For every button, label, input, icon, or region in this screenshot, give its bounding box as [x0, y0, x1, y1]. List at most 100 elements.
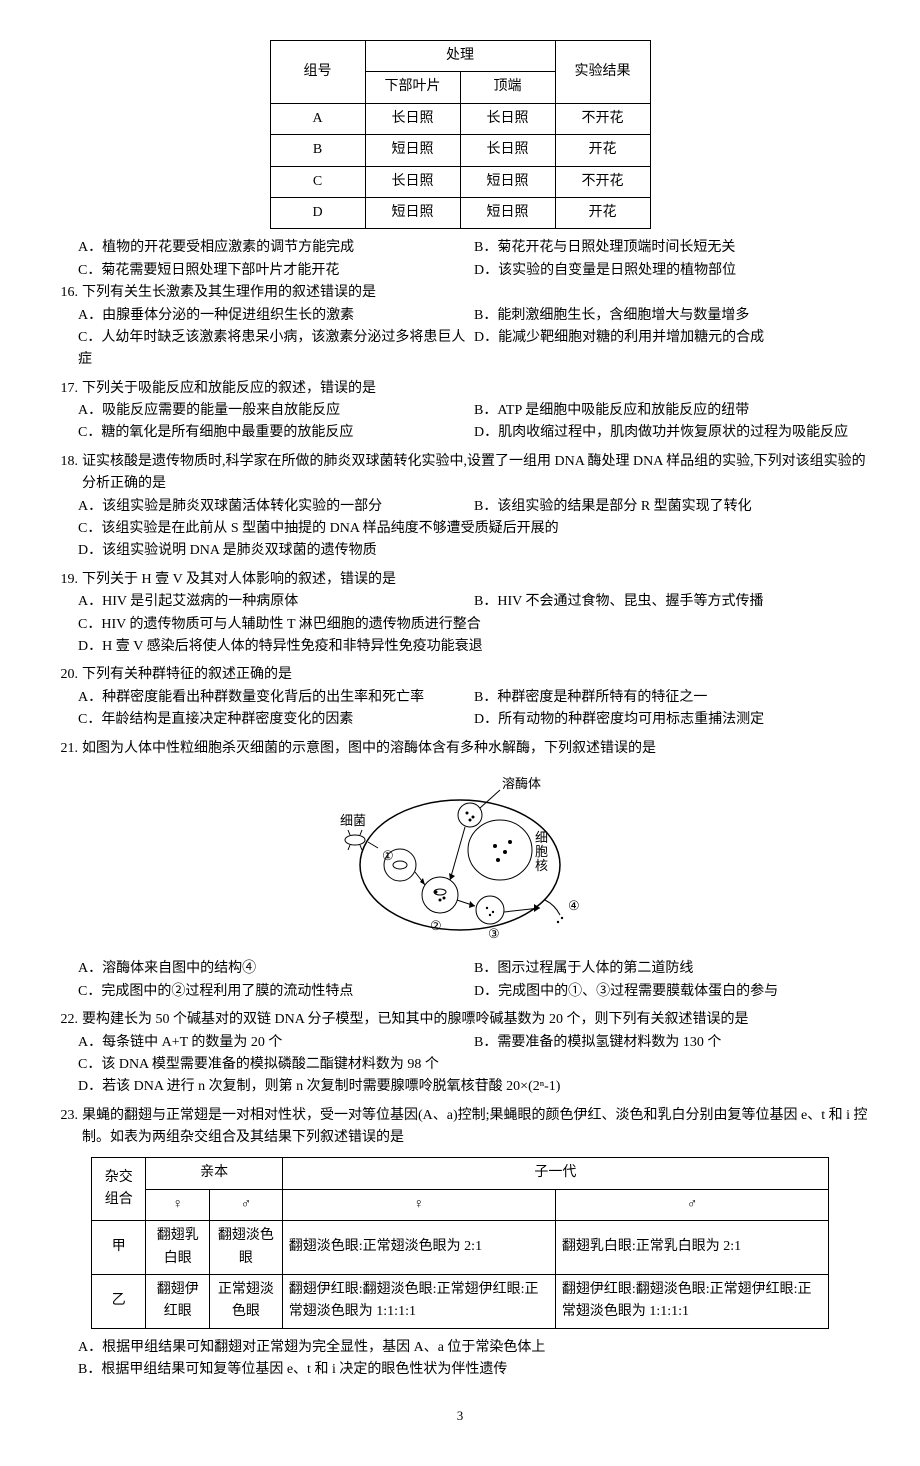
table-cell: A: [270, 103, 365, 134]
table-cell: 长日照: [460, 103, 555, 134]
q22-optB: B．需要准备的模拟氢键材料数为 130 个: [474, 1032, 870, 1054]
table-cell: 翻翅淡色眼:正常翅淡色眼为 2:1: [282, 1221, 555, 1275]
table-cell: 短日照: [460, 197, 555, 228]
table-cell: 翻翅淡色眼: [210, 1221, 283, 1275]
label-nucleus3: 核: [535, 858, 548, 873]
table-cell: 不开花: [555, 166, 650, 197]
table-cell: 翻翅乳白眼: [146, 1221, 210, 1275]
q21-optC: C．完成图中的②过程利用了膜的流动性特点: [78, 981, 474, 1003]
th-treatment: 处理: [365, 41, 555, 72]
label-1: ①: [382, 848, 394, 863]
th-lower: 下部叶片: [365, 72, 460, 103]
question-20: 20.下列有关种群特征的叙述正确的是 A．种群密度能看出种群数量变化背后的出生率…: [50, 664, 870, 731]
question-21: 21.如图为人体中性粒细胞杀灭细菌的示意图，图中的溶酶体含有多种水解酶，下列叙述…: [50, 738, 870, 1004]
th-male: ♂: [210, 1189, 283, 1220]
table-cell: C: [270, 166, 365, 197]
table-cell: 短日照: [460, 166, 555, 197]
label-3: ③: [488, 926, 500, 940]
q19-optD: D．H 壹 V 感染后将使人体的特异性免疫和非特异性免疫功能衰退: [78, 636, 870, 658]
experiment-table: 组号 处理 实验结果 下部叶片 顶端 A长日照长日照不开花 B短日照长日照开花 …: [270, 40, 651, 229]
th-cross: 杂交组合: [92, 1158, 146, 1221]
question-16: 16.下列有关生长激素及其生理作用的叙述错误的是 A．由腺垂体分泌的一种促进组织…: [50, 282, 870, 372]
table-cell: 正常翅淡色眼: [210, 1275, 283, 1329]
th-female2: ♀: [282, 1189, 555, 1220]
q19-optB: B．HIV 不会通过食物、昆虫、握手等方式传播: [474, 591, 870, 613]
table-cell: 开花: [555, 135, 650, 166]
table-cell: 长日照: [365, 166, 460, 197]
q22-optD: D．若该 DNA 进行 n 次复制，则第 n 次复制时需要腺嘌呤脱氧核苷酸 20…: [78, 1076, 870, 1098]
table-cell: D: [270, 197, 365, 228]
th-male2: ♂: [555, 1189, 828, 1220]
q20-stem: 下列有关种群特征的叙述正确的是: [82, 664, 870, 686]
q16-num: 16.: [50, 282, 82, 304]
q21-num: 21.: [50, 738, 82, 760]
q17-optD: D．肌肉收缩过程中，肌肉做功并恢复原状的过程为吸能反应: [474, 422, 870, 444]
q17-num: 17.: [50, 378, 82, 400]
q19-stem: 下列关于 H 壹 V 及其对人体影响的叙述，错误的是: [82, 569, 870, 591]
table-cell: B: [270, 135, 365, 166]
label-2: ②: [430, 918, 442, 933]
q18-optB: B．该组实验的结果是部分 R 型菌实现了转化: [474, 496, 870, 518]
q16-optA: A．由腺垂体分泌的一种促进组织生长的激素: [78, 305, 474, 327]
q17-optB: B．ATP 是细胞中吸能反应和放能反应的纽带: [474, 400, 870, 422]
q23-num: 23.: [50, 1105, 82, 1150]
q22-optA: A．每条链中 A+T 的数量为 20 个: [78, 1032, 474, 1054]
q18-optD: D．该组实验说明 DNA 是肺炎双球菌的遗传物质: [78, 540, 870, 562]
q18-stem: 证实核酸是遗传物质时,科学家在所做的肺炎双球菌转化实验中,设置了一组用 DNA …: [82, 451, 870, 496]
q18-optC: C．该组实验是在此前从 S 型菌中抽提的 DNA 样品纯度不够遭受质疑后开展的: [78, 518, 870, 540]
q23-optB: B．根据甲组结果可知复等位基因 e、t 和 i 决定的眼色性状为伴性遗传: [78, 1359, 870, 1381]
table-cell: 乙: [92, 1275, 146, 1329]
cross-table: 杂交组合 亲本 子一代 ♀ ♂ ♀ ♂ 甲 翻翅乳白眼 翻翅淡色眼 翻翅淡色眼:…: [91, 1157, 829, 1328]
q18-num: 18.: [50, 451, 82, 496]
q17-optA: A．吸能反应需要的能量一般来自放能反应: [78, 400, 474, 422]
q15-optA: A．植物的开花要受相应激素的调节方能完成: [78, 237, 474, 259]
th-result: 实验结果: [555, 41, 650, 104]
q16-optD: D．能减少靶细胞对糖的利用并增加糖元的合成: [474, 327, 870, 372]
q21-optA: A．溶酶体来自图中的结构④: [78, 958, 474, 980]
label-nucleus2: 胞: [535, 844, 548, 859]
table-cell: 翻翅伊红眼:翻翅淡色眼:正常翅伊红眼:正常翅淡色眼为 1:1:1:1: [555, 1275, 828, 1329]
table-cell: 翻翅乳白眼:正常乳白眼为 2:1: [555, 1221, 828, 1275]
table-cell: 开花: [555, 197, 650, 228]
th-f1: 子一代: [282, 1158, 828, 1189]
q15-optC: C．菊花需要短日照处理下部叶片才能开花: [78, 260, 474, 282]
table-cell: 翻翅伊红眼:翻翅淡色眼:正常翅伊红眼:正常翅淡色眼为 1:1:1:1: [282, 1275, 555, 1329]
table-cell: 长日照: [365, 103, 460, 134]
question-18: 18.证实核酸是遗传物质时,科学家在所做的肺炎双球菌转化实验中,设置了一组用 D…: [50, 451, 870, 563]
q16-stem: 下列有关生长激素及其生理作用的叙述错误的是: [82, 282, 870, 304]
question-23: 23.果蝇的翻翅与正常翅是一对相对性状，受一对等位基因(A、a)控制;果蝇眼的颜…: [50, 1105, 870, 1382]
q22-stem: 要构建长为 50 个碱基对的双链 DNA 分子模型，已知其中的腺嘌呤碱基数为 2…: [82, 1009, 870, 1031]
table-cell: 短日照: [365, 197, 460, 228]
label-4: ④: [568, 898, 580, 913]
q21-optB: B．图示过程属于人体的第二道防线: [474, 958, 870, 980]
th-parents: 亲本: [146, 1158, 282, 1189]
q17-stem: 下列关于吸能反应和放能反应的叙述，错误的是: [82, 378, 870, 400]
question-19: 19.下列关于 H 壹 V 及其对人体影响的叙述，错误的是 A．HIV 是引起艾…: [50, 569, 870, 659]
page-number: 3: [50, 1406, 870, 1427]
q22-num: 22.: [50, 1009, 82, 1031]
q18-optA: A．该组实验是肺炎双球菌活体转化实验的一部分: [78, 496, 474, 518]
q19-optA: A．HIV 是引起艾滋病的一种病原体: [78, 591, 474, 613]
q19-optC: C．HIV 的遗传物质可与人辅助性 T 淋巴细胞的遗传物质进行整合: [78, 614, 870, 636]
table-cell: 短日照: [365, 135, 460, 166]
q15-options: A．植物的开花要受相应激素的调节方能完成 B．菊花开花与日照处理顶端时间长短无关…: [78, 237, 870, 282]
table-cell: 不开花: [555, 103, 650, 134]
q20-optB: B．种群密度是种群所特有的特征之一: [474, 687, 870, 709]
question-17: 17.下列关于吸能反应和放能反应的叙述，错误的是 A．吸能反应需要的能量一般来自…: [50, 378, 870, 445]
question-22: 22.要构建长为 50 个碱基对的双链 DNA 分子模型，已知其中的腺嘌呤碱基数…: [50, 1009, 870, 1099]
q16-optC: C．人幼年时缺乏该激素将患呆小病，该激素分泌过多将患巨人症: [78, 327, 474, 372]
th-top: 顶端: [460, 72, 555, 103]
table-cell: 甲: [92, 1221, 146, 1275]
q21-stem: 如图为人体中性粒细胞杀灭细菌的示意图，图中的溶酶体含有多种水解酶，下列叙述错误的…: [82, 738, 870, 760]
q20-num: 20.: [50, 664, 82, 686]
q21-optD: D．完成图中的①、③过程需要膜载体蛋白的参与: [474, 981, 870, 1003]
table-cell: 长日照: [460, 135, 555, 166]
table-cell: 翻翅伊红眼: [146, 1275, 210, 1329]
q23-stem: 果蝇的翻翅与正常翅是一对相对性状，受一对等位基因(A、a)控制;果蝇眼的颜色伊红…: [82, 1105, 870, 1150]
q23-optA: A．根据甲组结果可知翻翅对正常翅为完全显性，基因 A、a 位于常染色体上: [78, 1337, 870, 1359]
q20-optC: C．年龄结构是直接决定种群密度变化的因素: [78, 709, 474, 731]
q22-optC: C．该 DNA 模型需要准备的模拟磷酸二酯键材料数为 98 个: [78, 1054, 870, 1076]
neutrophil-diagram: 溶酶体 细 胞 核 细菌 ① ② ③ ④: [50, 770, 870, 948]
q19-num: 19.: [50, 569, 82, 591]
th-female: ♀: [146, 1189, 210, 1220]
